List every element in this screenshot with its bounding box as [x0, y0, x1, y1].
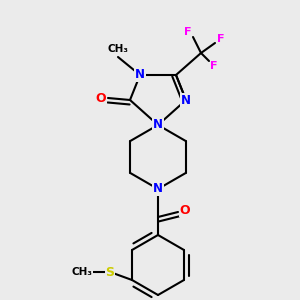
Text: CH₃: CH₃ [71, 267, 92, 277]
Text: O: O [180, 203, 190, 217]
Text: F: F [217, 34, 225, 44]
Text: S: S [106, 266, 115, 278]
Text: N: N [153, 182, 163, 196]
Text: N: N [135, 68, 145, 82]
Text: O: O [96, 92, 106, 104]
Text: N: N [181, 94, 191, 106]
Text: F: F [210, 61, 218, 71]
Text: N: N [153, 118, 163, 131]
Text: CH₃: CH₃ [107, 44, 128, 54]
Text: F: F [184, 27, 192, 37]
